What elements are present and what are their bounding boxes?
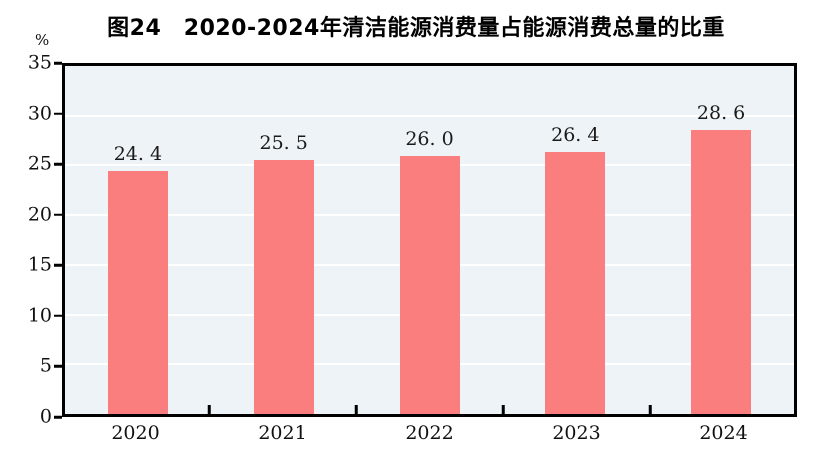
y-tick-mark: [54, 415, 62, 419]
y-tick-label: 5: [39, 354, 52, 377]
bar-value-label: 28. 6: [696, 101, 746, 124]
y-tick-mark: [54, 314, 62, 318]
x-tick-label: 2020: [111, 422, 160, 444]
bar-value-label: 26. 0: [405, 127, 454, 150]
y-axis-tick-labels: 0 5 10 15 20 25 30 35: [0, 53, 52, 426]
bar-2020: [107, 171, 168, 414]
x-tick-label: 2021: [258, 422, 307, 444]
plot-area: 24. 4 25. 5 26. 0 26. 4 28. 6: [62, 63, 797, 417]
bar-2021: [253, 160, 314, 414]
y-tick-mark: [54, 162, 62, 166]
bar-value-label: 24. 4: [113, 143, 163, 166]
y-axis-unit-label: %: [35, 31, 50, 49]
bar-value-label: 25. 5: [259, 132, 308, 155]
x-axis-tick-labels: 2020 2021 2022 2023 2024: [62, 423, 797, 453]
y-axis-ticks: [52, 61, 62, 419]
x-tick-label: 2022: [405, 422, 454, 444]
y-tick-label: 15: [27, 253, 52, 276]
y-tick-label: 35: [27, 51, 52, 74]
chart-title: 图24 2020-2024年清洁能源消费量占能源消费总量的比重: [107, 16, 725, 41]
y-tick-mark: [54, 365, 62, 368]
y-tick-mark: [54, 112, 62, 115]
y-tick-label: 10: [27, 304, 52, 327]
y-tick-label: 0: [39, 405, 52, 428]
bar-2023: [545, 151, 606, 414]
y-tick-mark: [54, 264, 62, 267]
y-tick-mark: [54, 61, 62, 65]
gridline: [65, 114, 794, 117]
y-tick-label: 20: [27, 203, 52, 226]
y-tick-mark: [54, 213, 62, 216]
y-tick-label: 30: [27, 102, 52, 125]
bar-value-label: 26. 4: [551, 123, 600, 146]
bar-2024: [691, 129, 752, 414]
x-tick-label: 2023: [552, 422, 601, 444]
y-tick-label: 25: [27, 152, 52, 175]
x-tick-label: 2024: [699, 422, 748, 444]
bar-2022: [399, 155, 460, 414]
